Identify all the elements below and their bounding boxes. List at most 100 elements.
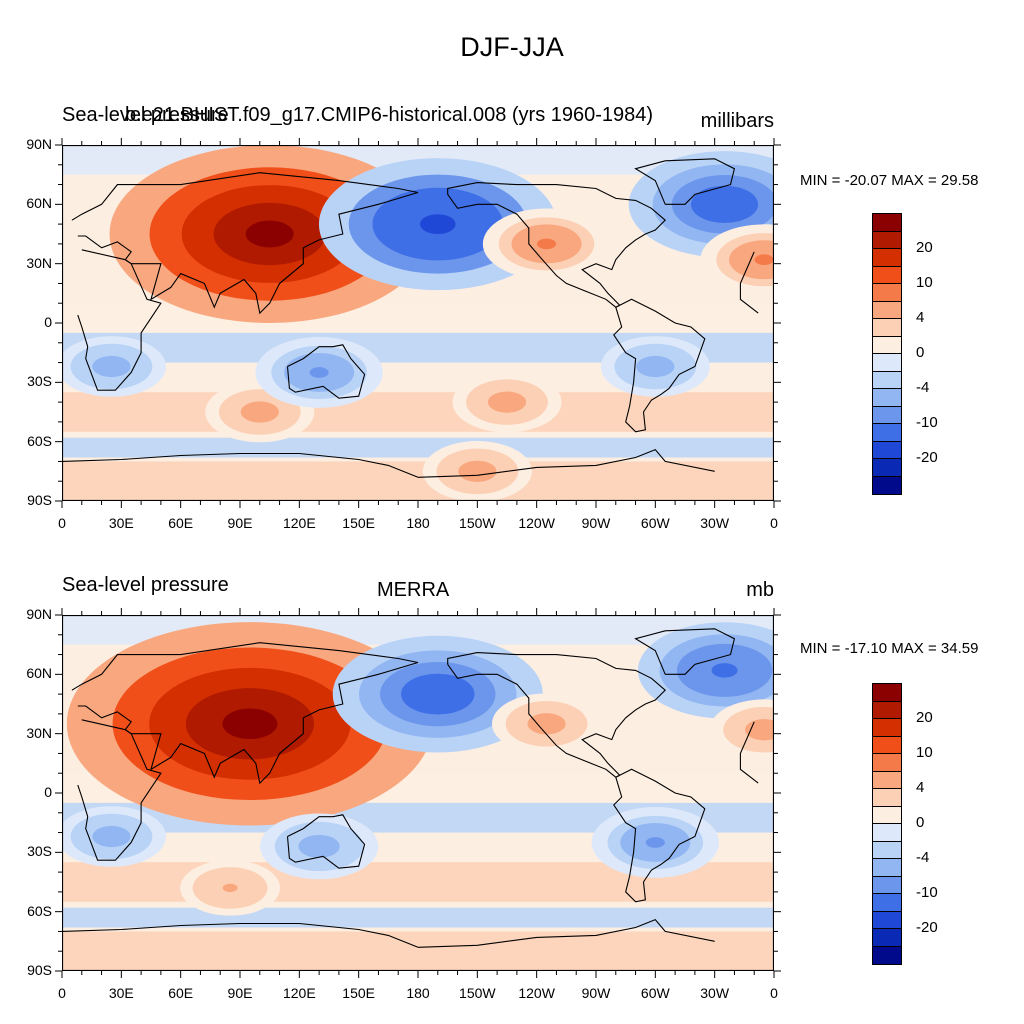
lon-label: 90W	[581, 985, 611, 1001]
coastline	[286, 344, 366, 399]
colorbar-segment	[873, 354, 901, 372]
lon-label: 30W	[700, 515, 730, 531]
lon-label: 30W	[700, 985, 730, 1001]
lon-label: 60W	[640, 985, 670, 1001]
colorbar-segment	[873, 876, 901, 894]
lon-label: 150W	[459, 515, 496, 531]
colorbar-segment	[873, 771, 901, 789]
lat-label: 90N	[26, 136, 52, 152]
colorbar-segment	[873, 249, 901, 267]
pressure-feature-high	[482, 208, 611, 280]
colorbar-segment	[873, 336, 901, 354]
zonal-band	[62, 931, 774, 971]
lat-label: 30N	[26, 724, 52, 741]
lon-label: 0	[58, 515, 66, 531]
lon-label: 60W	[640, 515, 670, 531]
colorbar-segment	[873, 754, 901, 772]
colorbar-segment	[873, 946, 901, 964]
lon-label: 150E	[342, 515, 375, 531]
colorbar-label: -4	[916, 379, 930, 396]
lat-label: 60N	[26, 195, 52, 212]
pressure-feature-low	[255, 337, 383, 408]
colorbar-segment	[873, 806, 901, 824]
colorbar-model	[872, 213, 902, 495]
colorbar-label: 0	[916, 814, 925, 831]
map-frame	[62, 615, 774, 971]
panel-units: millibars	[700, 110, 774, 132]
lat-label: 0	[44, 784, 52, 800]
lon-label: 0	[58, 985, 66, 1001]
pressure-feature-high	[422, 441, 532, 501]
colorbar-label: 20	[916, 709, 933, 726]
coastline	[447, 652, 667, 778]
panel-left-title: Sea-level pressure	[62, 574, 229, 596]
lat-label: 0	[44, 314, 52, 330]
lon-label: 60E	[168, 985, 194, 1001]
colorbar-segment	[873, 859, 901, 877]
colorbar-segment	[873, 266, 901, 284]
lon-label: 150W	[459, 985, 496, 1001]
lat-label: 90S	[27, 962, 52, 978]
pressure-feature-low	[62, 806, 166, 867]
colorbar-obs	[872, 683, 902, 965]
pressure-feature-low	[332, 635, 543, 753]
colorbar-segment	[873, 319, 901, 337]
panel-center-title: MERRA	[377, 579, 450, 601]
colorbar-label: 0	[916, 344, 925, 361]
pressure-feature-low	[600, 336, 710, 397]
coastline	[62, 918, 715, 948]
colorbar-box	[872, 213, 902, 495]
colorbar-segment	[873, 719, 901, 737]
lat-label: 90S	[27, 492, 52, 508]
map-obs	[62, 615, 774, 971]
colorbar-segment	[873, 231, 901, 249]
colorbar-label: -10	[916, 414, 938, 431]
panel-units: mb	[746, 579, 774, 601]
colorbar-segment	[873, 301, 901, 319]
colorbar-segment	[873, 929, 901, 947]
map-axes-model	[55, 138, 781, 508]
pressure-feature-high	[709, 699, 774, 761]
pressure-feature-high	[700, 224, 774, 296]
lon-label: 150E	[342, 985, 375, 1001]
colorbar-segment	[873, 441, 901, 459]
lat-label: 30S	[27, 373, 52, 390]
colorbar-segment	[873, 476, 901, 494]
lat-label: 60N	[26, 665, 52, 682]
colorbar-segment	[873, 824, 901, 842]
colorbar-segment	[873, 894, 901, 912]
pressure-feature-high	[452, 371, 562, 433]
zonal-band	[62, 392, 774, 432]
colorbar-label: 10	[916, 274, 933, 291]
map-model	[62, 145, 774, 501]
panel-left-title: Sea-level pressure	[62, 104, 229, 126]
colorbar-segment	[873, 911, 901, 929]
lon-label: 0	[770, 515, 778, 531]
colorbar-label: -4	[916, 849, 930, 866]
lon-label: 60E	[168, 515, 194, 531]
coastline	[613, 298, 706, 433]
pressure-feature-high	[180, 860, 281, 916]
colorbar-segment	[873, 389, 901, 407]
panel-obs: Sea-level pressure MERRA mb MIN = -17.10…	[0, 0, 1024, 1001]
coastline	[634, 158, 736, 205]
colorbar-label: 4	[916, 779, 925, 796]
colorbar-label: -20	[916, 449, 938, 466]
lon-label: 120W	[518, 515, 555, 531]
lat-label: 30S	[27, 843, 52, 860]
lon-label: 0	[770, 985, 778, 1001]
main-title: DJF-JJA	[460, 32, 564, 62]
lat-label: 90N	[26, 606, 52, 622]
colorbar-segment	[873, 841, 901, 859]
pressure-feature-low	[259, 813, 379, 880]
coastline	[286, 814, 366, 869]
minmax-label: MIN = -20.07 MAX = 29.58	[800, 172, 979, 189]
pressure-feature-high	[492, 693, 602, 755]
panel-model: Sea-level pressure b.e21.BHIST.f09_g17.C…	[0, 0, 1024, 531]
lon-label: 90W	[581, 515, 611, 531]
colorbar-label: -20	[916, 919, 938, 936]
colorbar-label: 10	[916, 744, 933, 761]
pressure-feature-low	[62, 336, 166, 397]
map-frame	[62, 145, 774, 501]
lon-label: 30E	[108, 985, 134, 1001]
